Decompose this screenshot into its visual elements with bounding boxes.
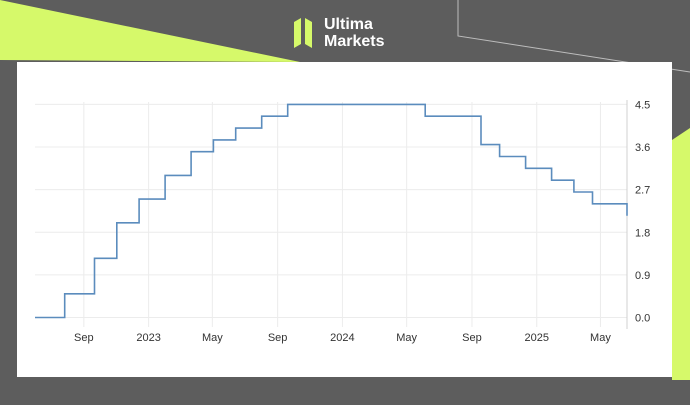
x-tick-label: 2024 [330, 332, 354, 344]
y-tick-label: 0.0 [635, 313, 650, 325]
x-tick-label: May [590, 332, 611, 344]
x-tick-label: May [396, 332, 417, 344]
series-line [35, 103, 628, 319]
brand-logo: Ultima Markets [292, 14, 384, 52]
brand-name-line1: Ultima [324, 16, 373, 33]
x-tick-label: 2025 [524, 332, 548, 344]
chart-panel: 0.0 0.9 1.8 2.7 3.6 4.5 Sep 2023 May Sep 2024 May Se… [17, 62, 672, 377]
outline-decoration [457, 0, 690, 73]
rate-chart: 0.0 0.9 1.8 2.7 3.6 4.5 Sep 2023 May Sep 2024 May Se… [35, 99, 650, 344]
x-tick-label: Sep [462, 332, 482, 344]
y-tick-label: 4.5 [635, 99, 650, 111]
y-tick-label: 2.7 [635, 185, 650, 197]
y-tick-label: 1.8 [635, 227, 650, 239]
x-tick-label: Sep [74, 332, 94, 344]
x-tick-label: May [202, 332, 223, 344]
brand-name: Ultima Markets [324, 16, 384, 50]
y-tick-label: 0.9 [635, 270, 650, 282]
x-tick-label: Sep [268, 332, 288, 344]
x-tick-label: 2023 [136, 332, 160, 344]
accent-wedge-left [0, 0, 300, 62]
y-tick-label: 3.6 [635, 142, 650, 154]
logo-mark-icon [294, 18, 312, 48]
brand-name-line2: Markets [324, 33, 385, 50]
accent-wedge-right [672, 128, 690, 380]
